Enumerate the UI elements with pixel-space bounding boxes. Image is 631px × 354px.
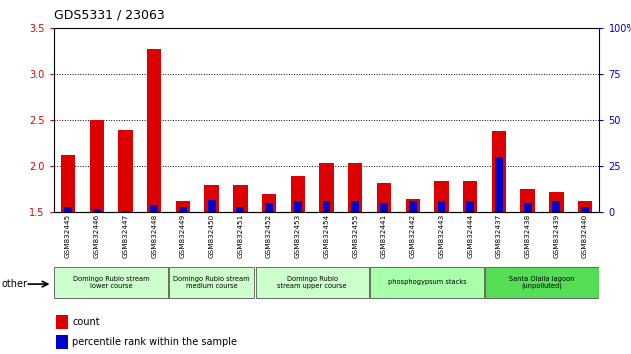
Bar [118,130,133,212]
Bar [322,201,331,212]
Bar [434,181,449,212]
Bar [524,203,531,212]
Bar [552,201,560,212]
Bar [93,209,101,212]
Bar [56,335,68,348]
FancyBboxPatch shape [485,267,599,298]
FancyBboxPatch shape [54,267,168,298]
Bar [409,201,416,212]
Bar [549,192,563,212]
Text: percentile rank within the sample: percentile rank within the sample [72,337,237,347]
Bar [495,157,503,212]
Bar [147,48,162,212]
Bar [351,201,359,212]
Bar [578,201,593,212]
Bar [179,207,187,212]
Bar [294,201,302,212]
Bar [492,131,506,212]
Bar [56,315,68,329]
Bar [237,207,244,212]
Bar [466,201,474,212]
Bar [319,163,334,212]
Bar [175,201,190,212]
Text: phosphogypsum stacks: phosphogypsum stacks [388,279,466,285]
Text: Domingo Rubio stream
lower course: Domingo Rubio stream lower course [73,276,150,289]
Bar [90,120,104,212]
Bar [377,183,391,212]
Bar [437,201,445,212]
Bar [348,163,362,212]
Text: count: count [72,318,100,327]
Bar [64,207,72,212]
Bar [150,205,158,212]
Bar [291,176,305,212]
Bar [406,199,420,212]
Bar [208,200,216,212]
Bar [380,203,388,212]
Text: Domingo Rubio
stream upper course: Domingo Rubio stream upper course [278,276,347,289]
Bar [122,211,129,212]
Bar [61,155,75,212]
Bar [204,185,219,212]
FancyBboxPatch shape [169,267,254,298]
Bar [262,194,276,212]
FancyBboxPatch shape [370,267,484,298]
Text: Domingo Rubio stream
medium course: Domingo Rubio stream medium course [174,276,250,289]
Bar [265,203,273,212]
Bar [521,189,535,212]
Bar [233,185,247,212]
Text: GDS5331 / 23063: GDS5331 / 23063 [54,9,165,22]
Text: other: other [1,279,27,289]
Text: Santa Olalla lagoon
(unpolluted): Santa Olalla lagoon (unpolluted) [509,275,575,289]
Bar [581,207,589,212]
FancyBboxPatch shape [256,267,369,298]
Bar [463,181,478,212]
